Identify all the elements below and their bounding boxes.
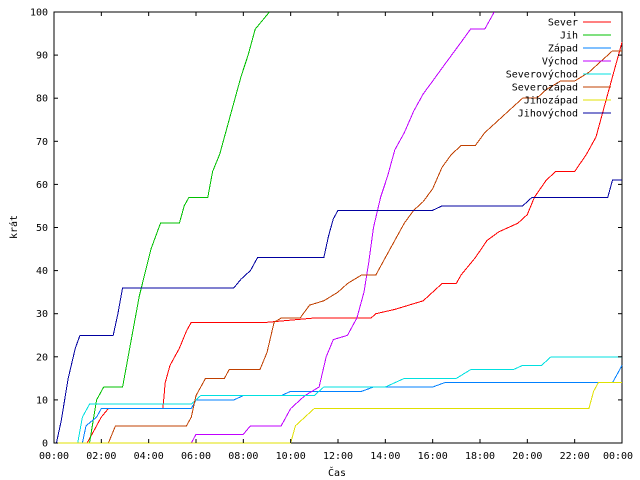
x-tick-label: 14:00 <box>370 451 400 462</box>
y-tick-label: 50 <box>36 223 48 234</box>
series-layer <box>54 11 623 444</box>
x-tick-label: 18:00 <box>465 451 495 462</box>
y-axis-label: krát <box>8 215 20 239</box>
series-line-0 <box>54 42 623 444</box>
series-line-4 <box>54 356 622 444</box>
tick-layer <box>53 11 623 444</box>
series-line-3 <box>54 11 495 444</box>
y-tick-label: 90 <box>36 51 48 62</box>
y-tick-label: 60 <box>36 180 48 191</box>
series-line-5 <box>54 50 622 444</box>
legend-label: Sever <box>548 18 578 29</box>
y-tick-label: 30 <box>36 309 48 320</box>
x-tick-label: 00:00 <box>39 451 69 462</box>
x-tick-label: 20:00 <box>512 451 542 462</box>
legend-label: Západ <box>548 43 578 55</box>
x-tick-label: 16:00 <box>418 451 448 462</box>
series-line-6 <box>54 382 622 444</box>
series-line-7 <box>54 179 622 444</box>
series-line-1 <box>54 11 270 444</box>
legend-label: Východ <box>542 56 578 68</box>
x-axis-label: Čas <box>328 466 346 479</box>
x-tick-label: 12:00 <box>323 451 353 462</box>
legend-label: Severozápad <box>512 82 578 94</box>
legend-label: Jihozápad <box>524 95 578 107</box>
y-tick-label: 40 <box>36 266 48 277</box>
y-tick-label: 100 <box>30 8 48 19</box>
y-tick-label: 70 <box>36 137 48 148</box>
y-tick-label: 20 <box>36 352 48 363</box>
x-tick-label: 02:00 <box>86 451 116 462</box>
y-tick-label: 0 <box>42 439 48 450</box>
x-tick-label: 04:00 <box>134 451 164 462</box>
tick-label-layer: 0 10 20 30 40 50 60 70 80 90 100 00:00 02:00 04:00 06:… <box>30 8 633 463</box>
legend-label: Severovýchod <box>506 69 578 81</box>
y-tick-label: 80 <box>36 94 48 105</box>
x-tick-label: 08:00 <box>228 451 258 462</box>
x-tick-label: 00:00 <box>603 451 633 462</box>
legend-label: Jih <box>560 31 578 42</box>
x-tick-label: 10:00 <box>276 451 306 462</box>
x-tick-label: 06:00 <box>181 451 211 462</box>
y-tick-label: 10 <box>36 395 48 406</box>
x-tick-label: 22:00 <box>560 451 590 462</box>
legend: Sever JihZápadVýchodSeverovýchodSeverozáp… <box>506 18 611 120</box>
legend-label: Jihovýchod <box>518 108 578 120</box>
